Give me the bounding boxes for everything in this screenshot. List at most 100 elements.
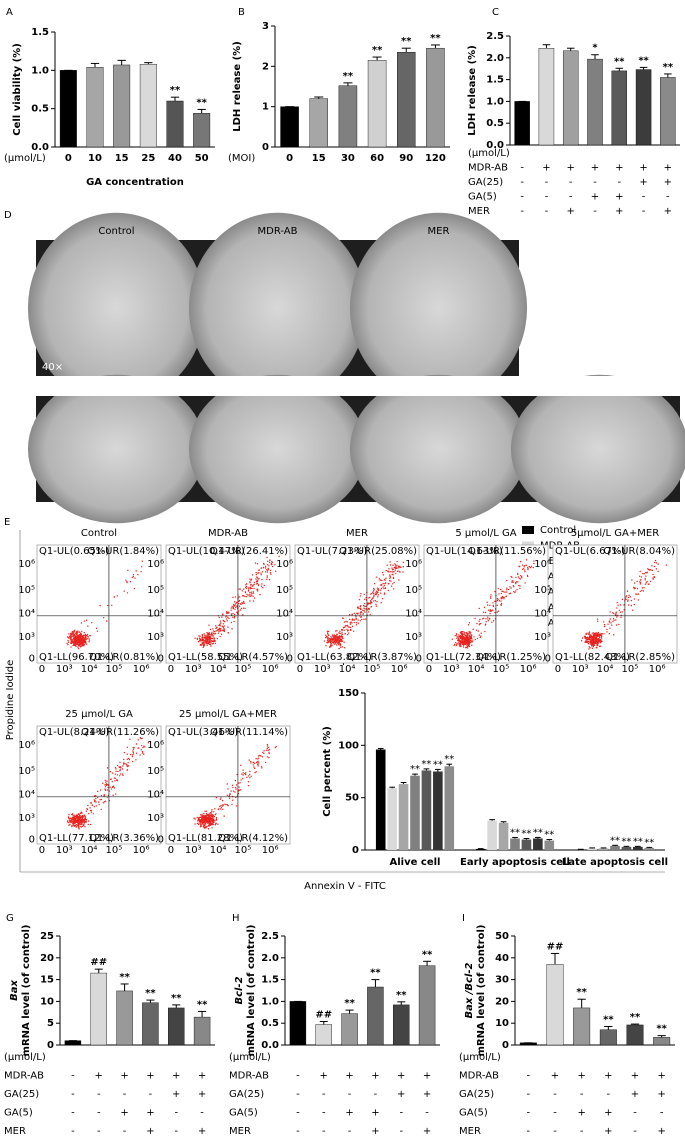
flow-event — [392, 576, 395, 579]
flow-event — [651, 569, 654, 572]
flow-event — [496, 611, 498, 613]
flow-event — [338, 647, 340, 650]
flow-event — [223, 630, 226, 633]
bar — [280, 106, 299, 148]
quadrant-label: Q1-UR(11.26%) — [81, 727, 159, 738]
flow-event — [627, 600, 629, 602]
condition-name: MER — [459, 1126, 481, 1137]
significance: ** — [422, 949, 433, 960]
flow-event — [222, 623, 225, 625]
flow-event — [524, 569, 526, 571]
y-axis-label: LDH release (%) — [232, 41, 243, 132]
flow-event — [230, 607, 233, 609]
flow-event — [251, 585, 253, 587]
flow-event — [257, 758, 259, 760]
flow-event — [263, 752, 265, 755]
flow-event — [85, 818, 88, 821]
flow-event — [607, 623, 609, 625]
flow-event — [382, 571, 384, 574]
flow-event — [71, 630, 74, 633]
flow-event — [79, 819, 81, 822]
flow-event — [227, 616, 229, 618]
flow-event — [533, 560, 535, 562]
flow-event — [196, 816, 198, 819]
flow-event — [84, 826, 86, 828]
x-tick-label: 90 — [399, 153, 413, 164]
flow-event — [518, 577, 520, 579]
flow-event — [630, 604, 633, 607]
flow-event — [266, 560, 269, 563]
y-tick-label: 2.0 — [486, 53, 504, 64]
flow-event — [213, 633, 215, 635]
flow-event — [199, 635, 201, 638]
flow-event — [359, 620, 361, 622]
flow-event — [402, 571, 404, 573]
flow-event — [228, 797, 231, 799]
flow-event — [253, 597, 256, 599]
flow-event — [197, 820, 199, 822]
flow-event — [377, 588, 380, 590]
flow-event — [618, 623, 620, 626]
flow-event — [198, 817, 200, 819]
flow-event — [636, 587, 639, 590]
flow-event — [357, 607, 360, 609]
flow-event — [323, 640, 326, 642]
flow-event — [194, 823, 196, 825]
flow-event — [358, 598, 361, 601]
flow-event — [241, 602, 243, 604]
flow-event — [78, 642, 80, 645]
flow-event — [266, 743, 269, 746]
flow-event — [329, 639, 331, 642]
flow-event — [591, 645, 593, 647]
flow-event — [93, 799, 95, 801]
condition-sign: - — [399, 1126, 403, 1137]
flow-event — [508, 593, 510, 595]
flow-y-tick-label: 10⁶ — [147, 559, 164, 570]
flow-event — [382, 582, 384, 585]
bar — [573, 1007, 591, 1046]
flow-event — [236, 611, 238, 614]
flow-event — [89, 823, 92, 826]
condition-sign: + — [664, 206, 672, 217]
y-tick-label: 0 — [262, 142, 269, 153]
flow-event — [460, 645, 462, 647]
bar — [510, 838, 520, 850]
bar — [375, 749, 386, 850]
flow-event — [610, 622, 612, 624]
flow-event — [338, 639, 340, 641]
condition-sign: - — [607, 1089, 611, 1100]
flow-event — [99, 604, 101, 607]
flow-event — [129, 581, 132, 583]
flow-event — [126, 592, 129, 594]
flow-event — [250, 594, 253, 596]
y-tick-label: 3 — [262, 21, 269, 32]
flow-event — [500, 604, 502, 606]
flow-event — [243, 588, 245, 590]
flow-event — [383, 592, 386, 594]
flow-event — [590, 640, 592, 642]
micrograph-field — [349, 212, 528, 404]
flow-event — [77, 825, 79, 827]
condition-sign: + — [397, 1071, 405, 1082]
flow-event — [215, 813, 217, 815]
panel-letter: G — [6, 913, 14, 924]
flow-event — [72, 637, 75, 639]
flow-event — [116, 595, 119, 597]
flow-event — [201, 825, 203, 827]
flow-event — [235, 805, 238, 807]
flow-event — [652, 578, 654, 580]
flow-event — [107, 784, 109, 786]
flow-event — [351, 614, 353, 616]
flow-event — [77, 631, 79, 634]
flow-event — [613, 619, 615, 621]
flow-event — [67, 639, 69, 642]
condition-sign: - — [520, 206, 524, 217]
flow-event — [207, 633, 210, 636]
flow-event — [641, 587, 644, 589]
flow-event — [211, 637, 214, 640]
flow-event — [213, 637, 216, 640]
flow-event — [490, 597, 492, 599]
flow-event — [255, 771, 257, 773]
flow-event — [647, 568, 649, 570]
flow-event — [87, 820, 90, 822]
